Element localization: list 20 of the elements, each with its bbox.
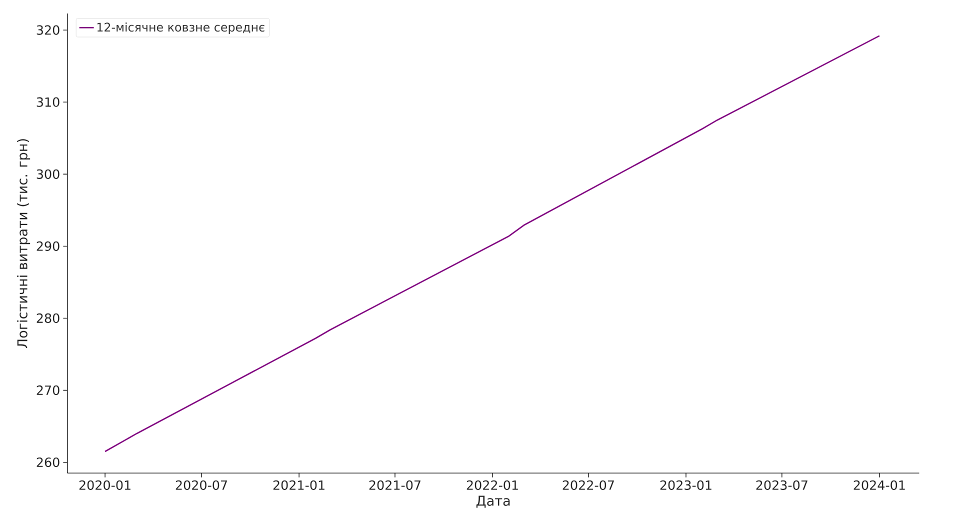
y-tick-label: 270 [36,385,60,396]
x-tick-label: 2023-07 [756,480,808,490]
x-tick-label: 2023-01 [660,480,712,490]
x-tick-label: 2020-07 [176,480,227,490]
y-tick-label: 310 [36,97,60,107]
x-tick-label: 2024-01 [854,480,905,490]
y-tick-label: 260 [36,458,60,468]
x-tick-label: 2021-01 [273,480,324,490]
x-axis-title: Дата [476,496,510,508]
y-axis-title: Логістичні витрати (тис. грн) [16,139,30,348]
x-tick-label: 2022-01 [466,480,518,490]
x-tick-label: 2021-07 [369,480,420,490]
line-series [104,35,880,452]
y-tick-label: 300 [36,169,60,179]
y-tick-label: 320 [36,25,60,35]
x-tick-label: 2022-07 [562,480,614,490]
y-tick-label: 290 [36,241,60,252]
y-tick-label: 280 [36,313,60,324]
legend-label: 12-місячне ковзне середнє [97,22,264,34]
x-tick-label: 2020-01 [79,480,130,490]
